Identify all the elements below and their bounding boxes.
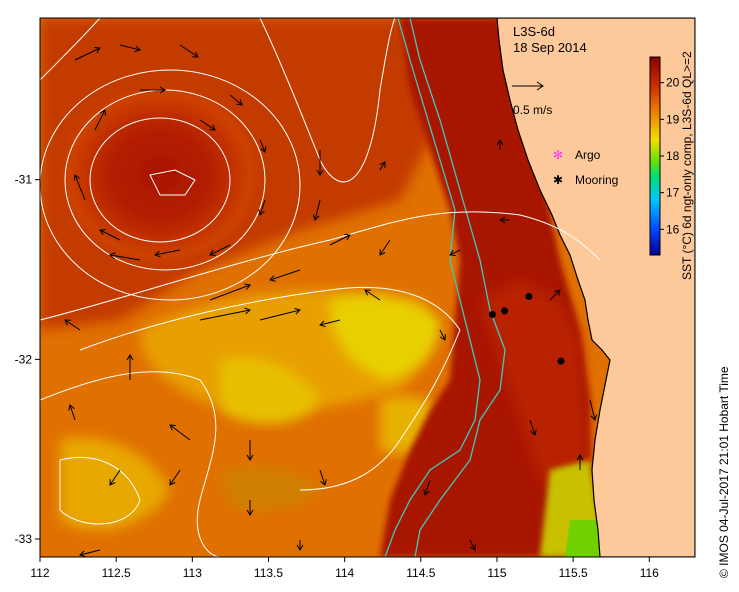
current-vector-arrow: [179, 44, 199, 58]
mooring-marker: [501, 307, 509, 315]
current-vector-arrow: [169, 424, 191, 441]
colorbar: 16 17 18 19 20 SST (°C) 6d ngt-only comp, L3…: [649, 51, 694, 280]
current-vector-arrow: [74, 46, 101, 61]
sst-field: [40, 18, 695, 557]
y-tick-label: -32: [15, 352, 33, 366]
current-vector-arrow: [496, 139, 504, 150]
current-vector-arrow: [316, 150, 324, 176]
mooring-marker: [525, 292, 533, 300]
credit-text: © IMOS 04-Jul-2017 21:01 Hobart Time: [717, 366, 731, 578]
current-vector-arrow: [99, 229, 121, 241]
mooring-marker: [557, 357, 565, 365]
current-vector-arrow: [529, 419, 537, 436]
current-vector-arrow: [109, 252, 141, 261]
x-tick-label: 114.5: [406, 566, 435, 580]
current-vector-arrow: [246, 500, 254, 516]
y-tick-label: -31: [15, 173, 33, 187]
current-vector-arrow: [319, 319, 341, 328]
current-vector-arrow: [259, 307, 301, 321]
current-vector-arrow: [469, 539, 476, 551]
legend: ✻ Argo ✱ Mooring: [553, 148, 618, 187]
colorbar-tick-label: 16: [666, 222, 680, 236]
current-vector-arrow: [439, 329, 446, 341]
mooring-symbol: ✱: [553, 173, 563, 187]
current-vector-arrow: [73, 174, 86, 201]
x-tick-label: 116: [640, 566, 659, 580]
current-vector-arrow: [209, 244, 231, 256]
current-vector-arrow: [423, 479, 431, 496]
x-tick-label: 113.5: [254, 566, 283, 580]
current-vector-arrow: [94, 109, 106, 131]
y-tick-label: -33: [15, 532, 33, 546]
x-tick-label: 113: [183, 566, 202, 580]
x-tick-label: 114: [335, 566, 354, 580]
current-vector-arrow: [126, 354, 134, 380]
colorbar-tick-label: 19: [666, 112, 680, 126]
current-vector-arrow: [329, 234, 351, 246]
scale-arrow-label: 0.5 m/s: [513, 103, 552, 117]
current-vector-arrow: [246, 440, 254, 461]
scale-arrow: [512, 81, 544, 91]
colorbar-tick-label: 17: [666, 186, 680, 200]
colorbar-tick-label: 20: [666, 76, 680, 90]
current-vector-arrow: [259, 139, 267, 153]
current-vector-arrow: [364, 289, 381, 301]
current-vector-arrow: [119, 44, 141, 53]
colorbar-tick-label: 18: [666, 149, 680, 163]
legend-argo-label: Argo: [575, 148, 601, 162]
current-vector-arrow: [109, 469, 121, 486]
current-vector-arrow: [169, 469, 181, 486]
current-vector-arrow: [499, 216, 510, 224]
current-vector-arrow: [549, 289, 561, 301]
current-vector-arrow: [258, 199, 266, 216]
x-tick-label: 112.5: [102, 566, 131, 580]
colorbar-label: SST (°C) 6d ngt-only comp, L3S-6d QL>=2: [680, 51, 694, 280]
current-vector-arrow: [64, 319, 81, 331]
current-vector-arrow: [68, 404, 76, 421]
current-vector-arrow: [199, 307, 251, 321]
current-vector-arrow: [269, 269, 301, 282]
current-vector-arrow: [379, 161, 386, 171]
map-title-line1: L3S-6d: [513, 24, 555, 39]
x-tick-label: 112: [30, 566, 49, 580]
current-vector-arrow: [589, 399, 598, 421]
current-vector-arrow: [140, 86, 166, 94]
current-vector-arrow: [154, 249, 181, 258]
current-vector-arrow: [79, 549, 101, 557]
current-vector-arrow: [576, 454, 584, 470]
current-vector-arrow: [319, 469, 327, 486]
current-vector-arrow: [379, 239, 391, 256]
argo-symbol: ✻: [553, 148, 563, 162]
current-vector-arrow: [199, 119, 216, 131]
x-tick-label: 115.5: [559, 566, 588, 580]
x-tick-label: 115: [487, 566, 506, 580]
mooring-marker: [488, 310, 496, 318]
map-title-line2: 18 Sep 2014: [513, 40, 587, 55]
current-vector-arrow: [449, 249, 461, 256]
current-vector-arrow: [229, 94, 243, 106]
current-vector-arrow: [296, 540, 304, 551]
current-vector-arrow: [312, 199, 321, 221]
legend-mooring-label: Mooring: [575, 173, 618, 187]
current-vector-arrow: [209, 283, 251, 301]
